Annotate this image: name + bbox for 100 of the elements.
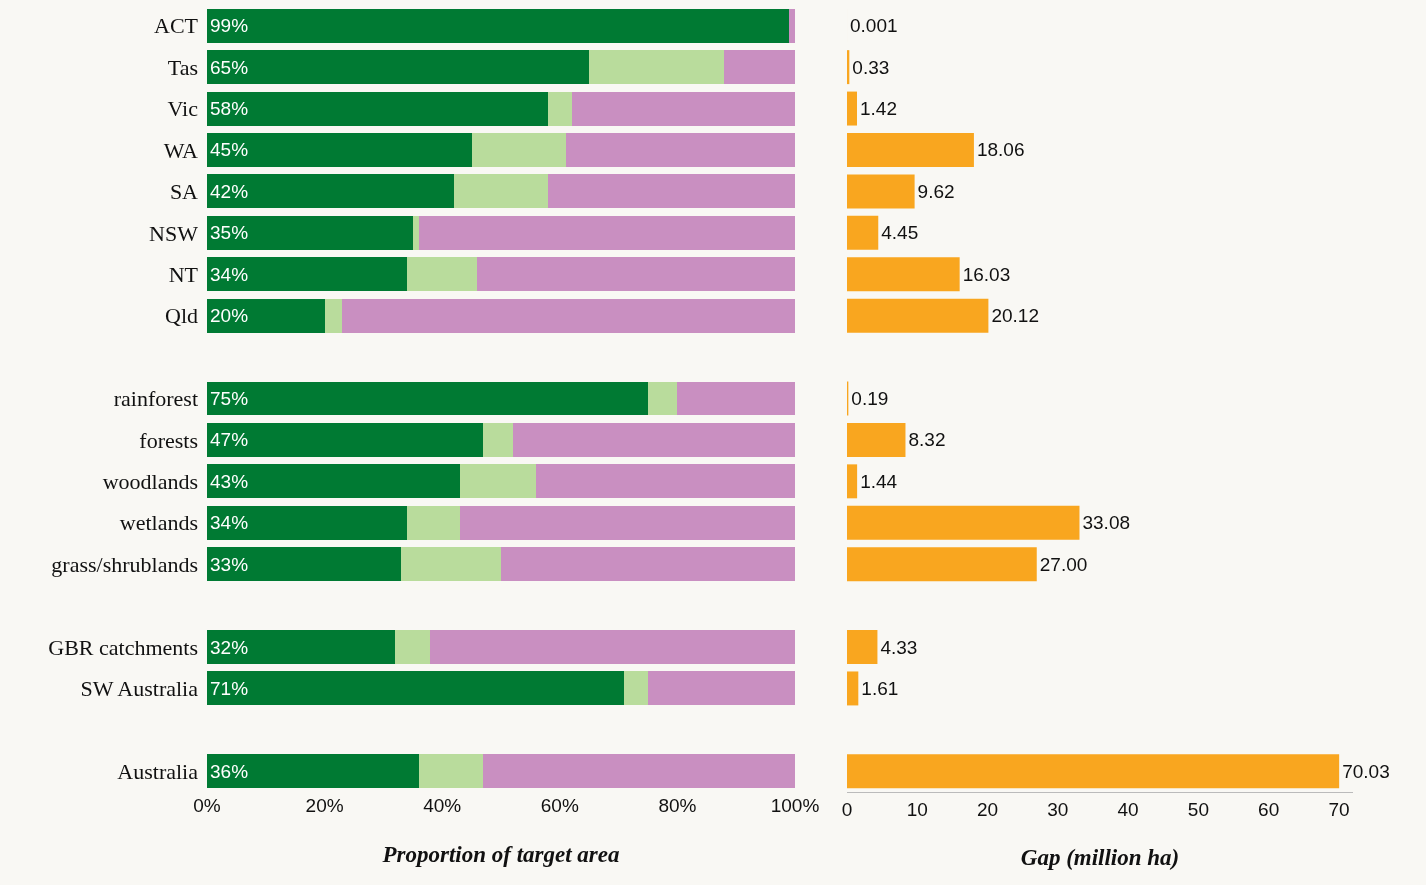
y-tick-label: Qld [165, 303, 198, 329]
bar [207, 91, 549, 126]
data-label: 27.00 [1039, 553, 1088, 575]
bar [565, 132, 795, 167]
bar [847, 298, 989, 333]
x-tick-label: 10 [906, 798, 928, 820]
bar [207, 671, 625, 706]
data-label: 4.33 [880, 636, 918, 658]
x-tick-label: 20% [305, 795, 344, 816]
bar [847, 464, 858, 499]
y-tick-label: ACT [154, 13, 199, 39]
x-tick-label: 0 [841, 798, 853, 820]
x-axis-title: Proportion of target area [381, 841, 620, 867]
data-label: 36% [210, 760, 249, 782]
bar [648, 671, 795, 706]
bar [207, 754, 419, 789]
data-label: 18.06 [976, 139, 1025, 161]
x-tick-label: 70 [1328, 798, 1350, 820]
bar [207, 132, 472, 167]
bar [207, 257, 407, 292]
data-label: 4.45 [881, 222, 919, 244]
bar [501, 547, 795, 582]
bar [548, 174, 795, 209]
y-tick-label: NT [168, 261, 199, 287]
y-tick-label: NSW [149, 220, 199, 246]
x-tick-label: 30 [1047, 798, 1069, 820]
data-label: 34% [210, 512, 249, 534]
bar [471, 132, 566, 167]
data-label: 32% [210, 636, 249, 658]
data-label: 20.12 [991, 305, 1039, 327]
bar [406, 257, 478, 292]
y-tick-label: woodlands [102, 469, 198, 495]
data-label: 58% [210, 98, 249, 120]
x-axis-title: Gap (million ha) [1020, 845, 1180, 871]
data-label: 0.19 [851, 388, 889, 409]
x-tick-label: 0% [193, 795, 221, 816]
bar [847, 91, 857, 126]
data-label: 35% [210, 222, 249, 244]
data-label: 9.62 [917, 180, 955, 202]
x-tick-label: 60% [540, 795, 579, 816]
bar [401, 547, 501, 582]
bar [483, 422, 513, 457]
bar [324, 298, 343, 333]
bar [571, 91, 795, 126]
bar [589, 50, 725, 85]
data-label: 8.32 [908, 429, 946, 451]
bar [847, 257, 960, 292]
bar [207, 547, 402, 582]
data-label: 70.03 [1342, 760, 1390, 782]
data-label: 0.33 [852, 56, 890, 78]
y-tick-label: SA [169, 179, 199, 205]
bar [207, 464, 460, 499]
data-label: 1.42 [859, 98, 897, 120]
x-tick-label: 60 [1258, 798, 1280, 820]
bar [512, 422, 795, 457]
bar [430, 630, 795, 665]
bar [453, 174, 549, 209]
y-tick-label: SW Australia [80, 676, 199, 702]
bar [207, 50, 590, 85]
y-tick-label: wetlands [119, 510, 198, 536]
data-label: 20% [210, 305, 249, 327]
y-tick-label: GBR catchments [48, 634, 198, 660]
bar [847, 505, 1080, 540]
bar [418, 754, 484, 789]
data-label: 65% [210, 56, 249, 78]
bar [207, 8, 790, 43]
data-label: 71% [210, 677, 249, 699]
y-tick-label: rainforest [113, 386, 198, 412]
bar [207, 505, 407, 540]
bar [847, 132, 974, 167]
bar [207, 381, 648, 416]
bar [477, 257, 795, 292]
bar [395, 630, 431, 665]
bar [207, 174, 454, 209]
data-label: 0.001 [850, 15, 898, 37]
bar [847, 174, 915, 209]
y-tick-label: Australia [117, 758, 199, 784]
bar [207, 422, 484, 457]
bar [624, 671, 648, 706]
y-tick-label: Vic [167, 96, 199, 122]
y-tick-label: grass/shrublands [51, 551, 198, 577]
data-label: 47% [210, 429, 249, 451]
bar [459, 464, 537, 499]
x-tick-label: 50 [1187, 798, 1209, 820]
x-tick-label: 40% [423, 795, 462, 816]
bar [406, 505, 460, 540]
data-label: 16.03 [962, 263, 1011, 285]
data-label: 75% [210, 388, 249, 409]
bar [847, 547, 1037, 582]
bar [789, 8, 795, 43]
y-tick-label: forests [139, 427, 198, 453]
bar [412, 215, 419, 250]
x-tick-label: 40 [1117, 798, 1139, 820]
bar [548, 91, 572, 126]
bar [847, 671, 859, 706]
bar [847, 630, 878, 665]
data-label: 99% [210, 15, 249, 37]
data-label: 33.08 [1082, 512, 1131, 534]
x-tick-label: 100% [770, 795, 820, 816]
bar [207, 215, 413, 250]
